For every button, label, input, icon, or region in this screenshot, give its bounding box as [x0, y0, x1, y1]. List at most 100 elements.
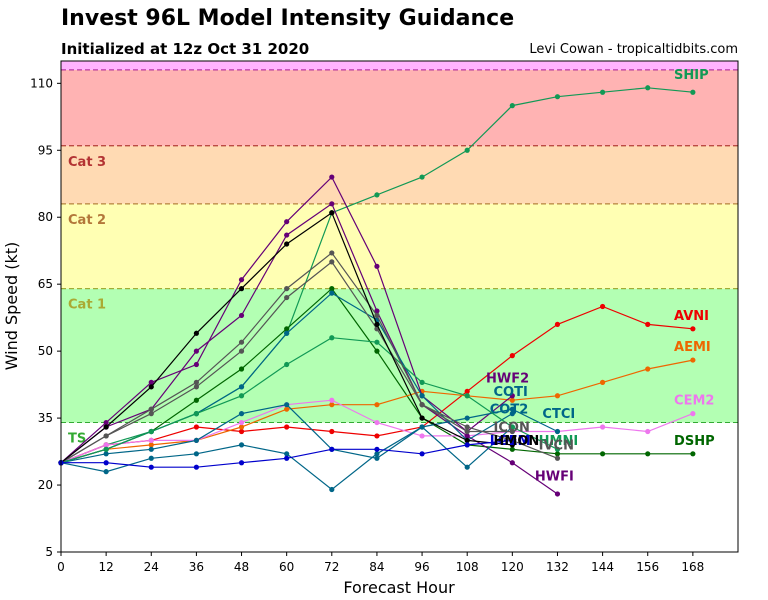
data-point-aemi: [284, 406, 290, 412]
y-tick-label: 80: [38, 210, 53, 224]
data-point-cot2: [329, 290, 335, 296]
band-cat-3: [61, 69, 738, 146]
data-point-dshp: [600, 451, 606, 457]
data-point-hmni: [329, 335, 335, 341]
x-tick-label: 0: [57, 560, 65, 574]
band-label-cat-1: Cat 1: [68, 298, 106, 313]
data-point-cem2: [419, 433, 425, 439]
x-tick-label: 120: [501, 560, 524, 574]
model-label-aemi: AEMI: [674, 340, 711, 355]
data-point-coti: [464, 464, 470, 470]
data-point-lgem: [284, 455, 290, 461]
y-tick-label: 20: [38, 478, 53, 492]
data-point-ship: [690, 89, 696, 95]
data-point-coti: [374, 451, 380, 457]
data-point-cem2: [645, 428, 651, 435]
data-point-ivcn: [374, 312, 380, 319]
data-point-icon: [329, 259, 335, 265]
data-point-ship: [464, 147, 470, 153]
x-axis-label: Forecast Hour: [343, 578, 455, 597]
data-point-ship: [419, 174, 425, 180]
data-point-hwf2: [329, 174, 335, 180]
data-point-lgem: [464, 442, 470, 448]
data-point-dshp: [554, 451, 561, 457]
data-point-ctci: [103, 451, 109, 457]
data-point-hmni: [464, 393, 470, 399]
y-tick-label: 35: [38, 411, 53, 425]
data-point-aemi: [329, 402, 335, 408]
y-tick-label: 110: [30, 76, 53, 90]
band-label-cat-3: Cat 3: [68, 155, 106, 170]
y-axis: 5 20 35 50 65 80 95 110: [30, 76, 61, 559]
data-point-ctci: [554, 428, 561, 435]
x-tick-label: 132: [546, 560, 569, 574]
x-tick-label: 108: [456, 560, 479, 574]
data-point-hwf2: [238, 277, 245, 283]
model-label-icon: ICON: [494, 420, 530, 435]
data-point-ctci: [374, 455, 380, 461]
data-point-hwfi: [284, 232, 290, 238]
series-line-hwfi: [60, 202, 558, 495]
data-point-cot2: [284, 330, 290, 336]
data-point-hmon: [329, 210, 335, 216]
band-cat-2: [61, 145, 738, 204]
data-point-ship: [374, 192, 380, 198]
data-point-ship: [600, 89, 606, 95]
data-point-cem2: [148, 437, 154, 444]
data-point-ctci: [193, 437, 199, 444]
data-point-hmon: [464, 437, 470, 444]
series-aemi: [58, 357, 696, 466]
data-point-coti: [103, 469, 109, 475]
data-point-hmni: [374, 339, 380, 345]
data-point-aemi: [600, 379, 606, 385]
data-point-hwfi: [374, 308, 380, 314]
model-label-ivcn: IVCN: [539, 438, 574, 453]
data-point-ctci: [284, 402, 290, 408]
data-point-hmni: [284, 361, 290, 368]
data-point-hmon: [509, 442, 515, 448]
chart-subtitle: Initialized at 12z Oct 31 2020: [61, 40, 310, 58]
data-point-dshp: [329, 286, 335, 292]
data-point-aemi: [690, 357, 696, 363]
data-point-dshp: [193, 397, 199, 403]
data-point-hmon: [193, 330, 199, 336]
data-point-aemi: [374, 402, 380, 408]
data-point-hwfi: [554, 491, 561, 497]
data-point-lgem: [509, 437, 515, 444]
data-point-icon: [148, 411, 154, 417]
y-tick-label: 95: [38, 143, 53, 157]
x-tick-label: 60: [279, 560, 294, 574]
data-point-ctci: [464, 415, 470, 421]
model-label-ship: SHIP: [674, 68, 709, 83]
data-point-ctci: [238, 411, 245, 417]
data-point-hwf2: [193, 361, 199, 368]
model-label-cem2: CEM2: [674, 394, 714, 409]
data-point-dshp: [509, 446, 515, 452]
model-label-hwfi: HWFI: [535, 470, 574, 485]
data-point-ivcn: [284, 286, 290, 292]
x-tick-label: 84: [369, 560, 384, 574]
data-point-hmon: [148, 384, 154, 390]
data-point-avni: [509, 353, 515, 359]
data-point-lgem: [103, 460, 109, 466]
band-label-cat-2: Cat 2: [68, 213, 106, 228]
y-tick-label: 5: [45, 545, 53, 559]
data-point-ship: [645, 85, 651, 91]
x-tick-label: 48: [234, 560, 249, 574]
data-point-coti: [148, 455, 154, 461]
data-point-hwfi: [509, 460, 515, 466]
series-line-ctci: [60, 404, 558, 464]
data-point-aemi: [148, 442, 154, 448]
band-cat-1: [61, 203, 738, 289]
data-point-hwf2: [103, 419, 109, 426]
model-label-lgem: LGEM: [490, 434, 531, 449]
data-point-lgem: [238, 460, 245, 466]
data-point-icon: [284, 294, 290, 301]
data-point-ship: [509, 103, 515, 109]
data-point-hmni: [148, 428, 154, 435]
data-point-aemi: [509, 397, 515, 403]
data-point-cot2: [509, 411, 515, 417]
data-point-hmni: [554, 446, 561, 452]
data-point-hmni: [509, 424, 515, 430]
